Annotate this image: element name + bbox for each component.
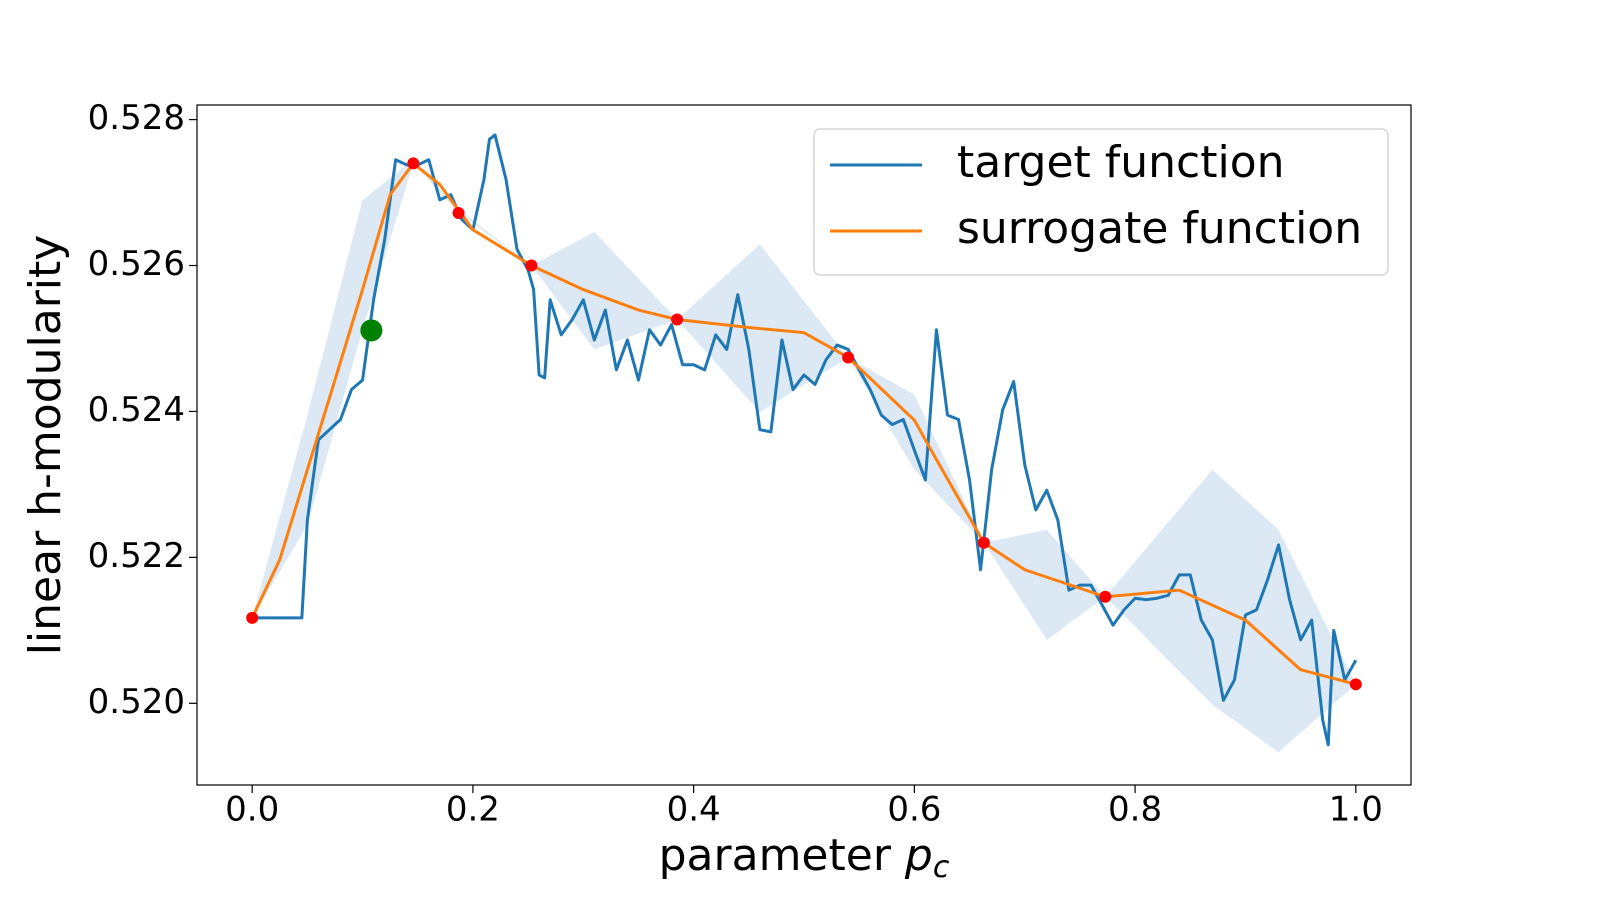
y-tick-label: 0.522 — [88, 536, 185, 576]
x-tick-label: 1.0 — [1329, 790, 1383, 830]
sample-point — [671, 313, 684, 326]
x-tick-label: 0.8 — [1108, 790, 1162, 830]
y-axis-label: linear h-modularity — [20, 235, 71, 656]
y-tick-label: 0.524 — [88, 390, 185, 430]
legend-label: surrogate function — [957, 203, 1362, 254]
sample-point — [525, 259, 538, 272]
legend-label: target function — [957, 137, 1285, 188]
x-axis-label-var: p — [904, 830, 933, 881]
x-axis-label-text: parameter — [659, 830, 892, 881]
sample-point — [407, 157, 420, 170]
sample-point — [246, 611, 259, 624]
sample-point — [452, 206, 465, 219]
x-tick-label: 0.0 — [225, 790, 279, 830]
x-tick-label: 0.6 — [887, 790, 941, 830]
next-point — [360, 319, 383, 342]
confidence-band — [252, 159, 1356, 753]
plot-area — [246, 133, 1362, 753]
y-tick-label: 0.520 — [88, 682, 185, 722]
x-axis-label: parameter pc — [659, 830, 950, 885]
sample-point — [1349, 678, 1362, 691]
legend-box — [813, 128, 1389, 276]
y-tick-label: 0.526 — [88, 244, 185, 284]
series-line — [252, 133, 1358, 747]
sample-point — [977, 536, 990, 549]
y-tick-label: 0.528 — [88, 98, 185, 138]
x-tick-label: 0.2 — [446, 790, 500, 830]
x-axis-label-sub: c — [933, 850, 950, 885]
x-tick-label: 0.4 — [667, 790, 721, 830]
legend: target function surrogate function — [813, 128, 1389, 276]
sample-point — [842, 351, 855, 364]
sample-point — [1099, 590, 1112, 603]
axes-frame — [196, 104, 1412, 786]
